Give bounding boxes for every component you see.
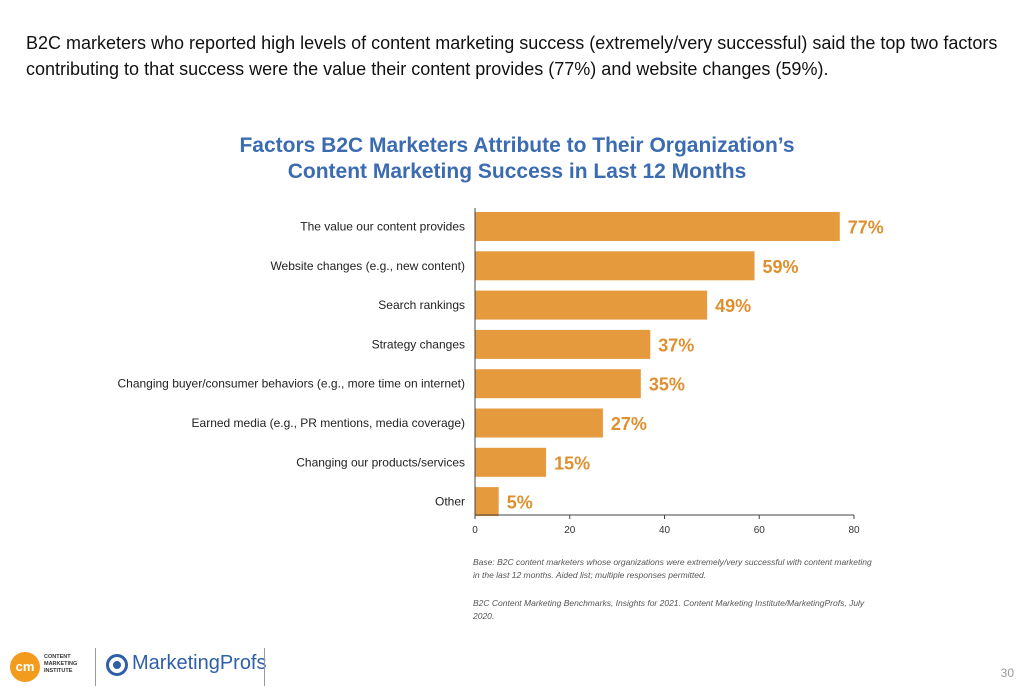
cmi-logo-text: CONTENT MARKETING INSTITUTE bbox=[44, 654, 78, 674]
footer: cm CONTENT MARKETING INSTITUTE Marketing… bbox=[0, 640, 1024, 692]
bar bbox=[475, 487, 499, 517]
source-note: B2C Content Marketing Benchmarks, Insigh… bbox=[473, 598, 865, 621]
bar bbox=[475, 408, 603, 438]
footer-divider bbox=[264, 648, 265, 686]
category-label: Website changes (e.g., new content) bbox=[270, 259, 465, 273]
cmi-logo-icon: cm bbox=[10, 652, 40, 682]
base-note: Base: B2C content marketers whose organi… bbox=[473, 557, 872, 580]
marketingprofs-logo-icon bbox=[106, 654, 128, 676]
bar bbox=[475, 290, 708, 320]
chart-title: Factors B2C Marketers Attribute to Their… bbox=[0, 133, 1024, 185]
page-number: 30 bbox=[1000, 666, 1014, 680]
data-label: 49% bbox=[715, 296, 751, 316]
marketingprofs-logo-text: MarketingProfs bbox=[132, 652, 267, 674]
data-label: 35% bbox=[649, 375, 685, 395]
x-tick-label: 60 bbox=[754, 525, 766, 536]
chart-title-line-2: Content Marketing Success in Last 12 Mon… bbox=[287, 160, 747, 183]
data-label: 77% bbox=[848, 218, 884, 238]
x-tick-label: 40 bbox=[659, 525, 671, 536]
bar bbox=[475, 329, 651, 359]
category-label: The value our content provides bbox=[300, 220, 465, 234]
category-label: Changing buyer/consumer behaviors (e.g.,… bbox=[117, 377, 465, 391]
category-label: Search rankings bbox=[378, 298, 465, 312]
cmi-logo: cm CONTENT MARKETING INSTITUTE bbox=[10, 650, 90, 684]
intro-text: B2C marketers who reported high levels o… bbox=[26, 33, 998, 79]
footer-divider bbox=[95, 648, 96, 686]
data-label: 5% bbox=[507, 493, 533, 513]
bar bbox=[475, 447, 547, 477]
data-label: 15% bbox=[554, 453, 590, 473]
data-label: 37% bbox=[658, 335, 694, 355]
x-tick-label: 80 bbox=[848, 525, 860, 536]
bar bbox=[475, 369, 641, 399]
data-label: 27% bbox=[611, 414, 647, 434]
category-label: Earned media (e.g., PR mentions, media c… bbox=[192, 416, 465, 430]
data-label: 59% bbox=[763, 257, 799, 277]
x-tick-label: 20 bbox=[564, 525, 576, 536]
chart-title-line-1: Factors B2C Marketers Attribute to Their… bbox=[239, 134, 795, 157]
category-label: Strategy changes bbox=[372, 337, 465, 351]
category-label: Changing our products/services bbox=[296, 455, 465, 469]
category-label: Other bbox=[435, 495, 465, 509]
bar bbox=[475, 212, 840, 241]
x-tick-label: 0 bbox=[472, 525, 478, 536]
bar bbox=[475, 251, 755, 281]
